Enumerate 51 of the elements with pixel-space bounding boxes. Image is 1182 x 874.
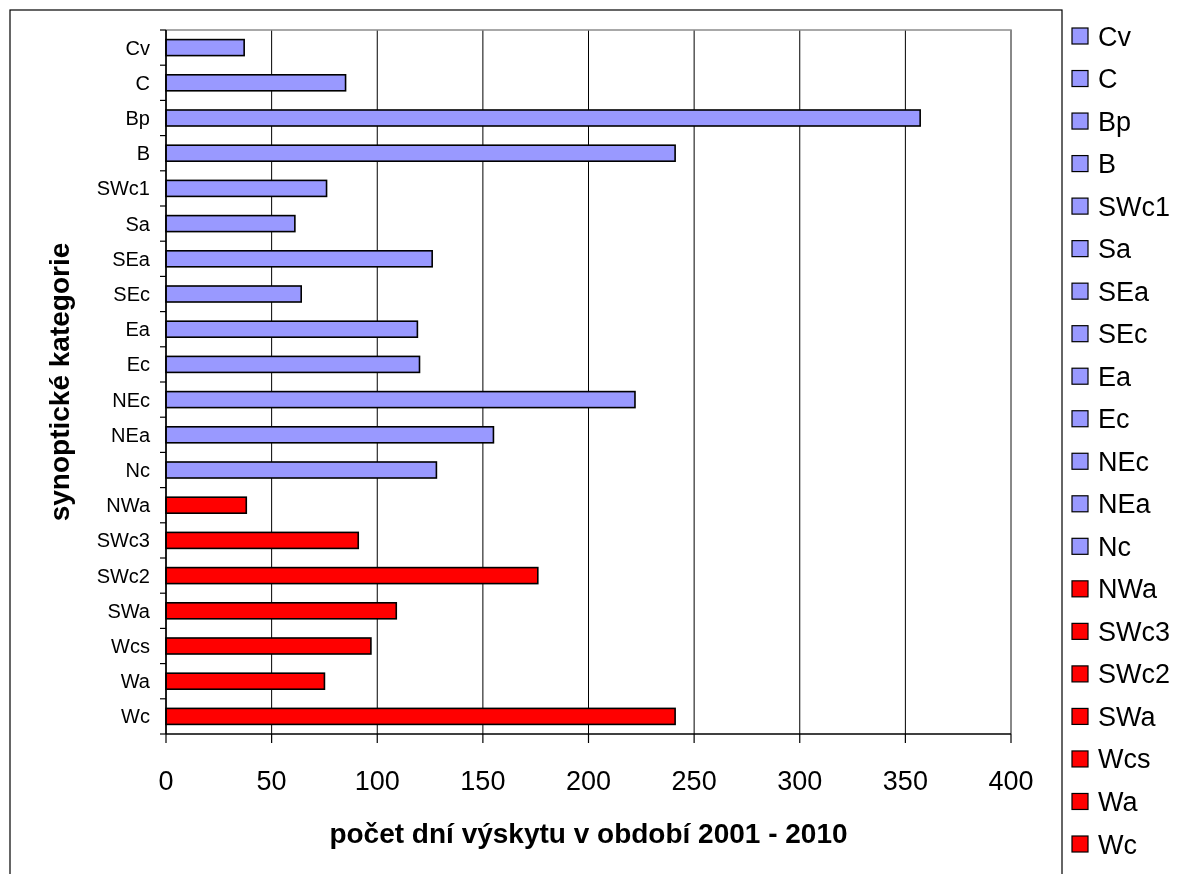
legend-label: Ea [1098, 361, 1133, 392]
legend-label: SEc [1098, 319, 1148, 350]
x-axis-title: počet dní výskytu v období 2001 - 2010 [329, 818, 848, 849]
y-tick-label: NWa [106, 494, 151, 517]
legend-label: Wc [1098, 829, 1137, 860]
y-tick-label: Sa [125, 212, 151, 235]
y-tick-label: SWc2 [96, 564, 150, 587]
y-tick-label: SEc [113, 283, 150, 305]
legend-label: SWc2 [1098, 659, 1171, 690]
x-tick-label: 300 [777, 766, 823, 796]
y-tick-label: Cv [125, 36, 150, 59]
x-tick-label: 100 [354, 766, 400, 796]
x-tick-label: 350 [882, 766, 928, 796]
y-tick-label: SEa [112, 247, 151, 270]
y-tick-label: SWc3 [96, 529, 150, 552]
y-tick-label: B [136, 142, 150, 165]
y-tick-label: NEa [111, 423, 151, 446]
legend-label: SWc3 [1098, 616, 1171, 647]
x-tick-label: 0 [158, 766, 174, 796]
y-tick-label: Wc [121, 705, 150, 728]
legend-label: Ec [1098, 404, 1130, 435]
x-tick-label: 400 [988, 766, 1034, 796]
y-tick-label: Ec [126, 353, 150, 376]
legend-label: Cv [1098, 21, 1132, 52]
x-tick-label: 50 [256, 766, 287, 796]
x-tick-label: 200 [565, 766, 612, 796]
legend-label: NEc [1098, 446, 1150, 477]
y-tick-label: Wa [120, 670, 151, 693]
y-tick-label: Nc [125, 459, 150, 481]
legend-label: C [1098, 64, 1118, 95]
legend-label: B [1098, 149, 1117, 180]
legend-label: SEa [1098, 276, 1151, 307]
y-tick-label: SWa [107, 599, 151, 622]
y-axis-title: synoptické kategorie [44, 242, 75, 522]
legend-label: SWa [1098, 701, 1157, 732]
legend-label: Bp [1098, 106, 1132, 137]
y-tick-label: SWc1 [96, 177, 150, 200]
legend-label: Wa [1098, 786, 1139, 817]
y-tick-label: Bp [125, 107, 150, 129]
legend-label: SWc1 [1098, 191, 1171, 222]
y-tick-label: NEc [112, 388, 150, 411]
legend-label: Nc [1098, 531, 1131, 562]
y-tick-label: Ea [125, 318, 151, 341]
y-tick-label: C [135, 71, 150, 94]
legend-label: NEa [1098, 489, 1152, 520]
legend-label: Sa [1098, 234, 1133, 265]
y-tick-label: Wcs [111, 635, 150, 657]
legend-label: NWa [1098, 574, 1158, 605]
x-tick-label: 150 [460, 766, 506, 796]
x-tick-label: 250 [671, 766, 717, 796]
legend-label: Wcs [1098, 744, 1151, 775]
